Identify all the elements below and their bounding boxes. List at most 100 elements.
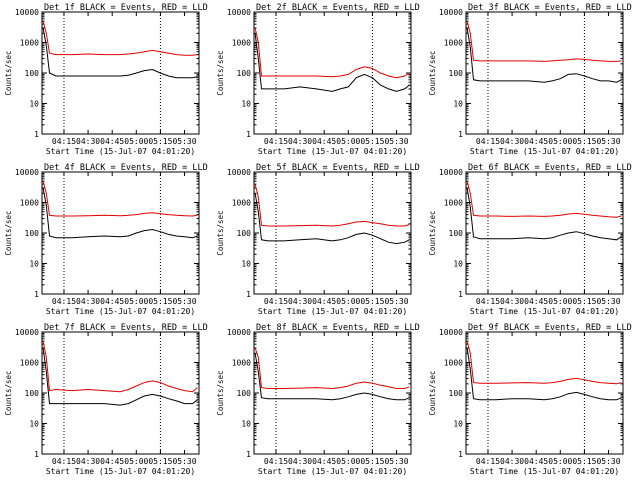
- x-tick-label: 04:15: [52, 297, 76, 306]
- y-axis-label: Counts/sec: [4, 210, 13, 255]
- y-tick-label: 10000: [15, 168, 39, 177]
- x-tick-label: 05:30: [596, 297, 620, 306]
- plot-frame: [253, 171, 412, 295]
- x-tick-label: 05:15: [148, 457, 172, 466]
- x-tick-label: 04:45: [100, 137, 124, 146]
- y-tick-label: 1: [34, 130, 39, 139]
- lld-series-line: [42, 341, 198, 393]
- detector-panel: Det 7f BLACK = Events, RED = LLD 1 10 100 10…: [4, 323, 208, 476]
- x-axis-label: Start Time (15-Jul-07 04:01:20): [470, 467, 619, 476]
- y-axis-label: Counts/sec: [216, 370, 225, 415]
- x-tick-label: 05:15: [148, 297, 172, 306]
- detector-panel: Det 2f BLACK = Events, RED = LLD 1 10 100 10…: [216, 3, 420, 156]
- y-tick-label: 1: [458, 450, 463, 459]
- x-tick-label: 05:30: [172, 297, 196, 306]
- x-tick-label: 04:30: [76, 137, 100, 146]
- x-tick-label: 05:00: [124, 457, 148, 466]
- y-tick-label: 10: [29, 260, 39, 269]
- y-tick-label: 10000: [439, 8, 463, 17]
- y-tick-label: 1000: [232, 199, 251, 208]
- x-tick-label: 04:45: [312, 297, 336, 306]
- x-tick-label: 05:30: [596, 137, 620, 146]
- x-tick-label: 04:15: [264, 297, 288, 306]
- plot-frame: [253, 11, 412, 135]
- panel-title: Det 3f BLACK = Events, RED = LLD: [468, 3, 632, 13]
- x-tick-label: 05:30: [384, 137, 408, 146]
- plot-frame: [465, 11, 624, 135]
- x-tick-label: 04:15: [476, 137, 500, 146]
- plot-frame: [41, 331, 200, 455]
- lld-series-line: [466, 181, 622, 218]
- plot-frame: [41, 11, 200, 135]
- x-tick-label: 04:15: [476, 457, 500, 466]
- x-tick-label: 05:30: [172, 137, 196, 146]
- y-tick-label: 10: [29, 100, 39, 109]
- y-tick-label: 10000: [227, 328, 251, 337]
- y-tick-label: 100: [237, 229, 252, 238]
- y-tick-label: 10000: [227, 8, 251, 17]
- detector-panel: Det 3f BLACK = Events, RED = LLD 1 10 100 10…: [428, 3, 632, 156]
- x-tick-label: 05:15: [360, 137, 384, 146]
- y-tick-label: 1000: [232, 39, 251, 48]
- lld-series-line: [466, 341, 622, 385]
- events-series-line: [42, 347, 198, 406]
- y-tick-label: 100: [25, 389, 40, 398]
- y-tick-label: 1000: [444, 39, 463, 48]
- x-axis-label: Start Time (15-Jul-07 04:01:20): [46, 307, 195, 316]
- y-tick-label: 10: [453, 260, 463, 269]
- y-tick-label: 1: [458, 290, 463, 299]
- y-tick-label: 10: [453, 420, 463, 429]
- events-series-line: [254, 193, 410, 245]
- x-tick-label: 04:30: [500, 457, 524, 466]
- x-tick-label: 04:45: [524, 137, 548, 146]
- x-tick-label: 04:30: [500, 297, 524, 306]
- lld-series-line: [42, 21, 198, 56]
- x-tick-label: 05:00: [124, 297, 148, 306]
- detector-panel: Det 1f BLACK = Events, RED = LLD 1 10 100 10…: [4, 3, 208, 156]
- x-tick-label: 05:00: [124, 137, 148, 146]
- x-axis-label: Start Time (15-Jul-07 04:01:20): [258, 147, 407, 156]
- lld-series-line: [42, 181, 198, 217]
- y-tick-label: 1000: [20, 199, 39, 208]
- y-tick-label: 100: [449, 229, 464, 238]
- lld-series-line: [254, 27, 410, 79]
- y-tick-label: 100: [25, 69, 40, 78]
- events-series-line: [466, 27, 622, 83]
- panel-title: Det 9f BLACK = Events, RED = LLD: [468, 323, 632, 333]
- x-tick-label: 04:30: [500, 137, 524, 146]
- detector-panel: Det 8f BLACK = Events, RED = LLD 1 10 100 10…: [216, 323, 420, 476]
- x-tick-label: 05:00: [336, 457, 360, 466]
- events-series-line: [466, 347, 622, 401]
- x-tick-label: 04:45: [100, 457, 124, 466]
- x-tick-label: 04:15: [264, 457, 288, 466]
- x-tick-label: 04:30: [76, 297, 100, 306]
- detector-panel: Det 9f BLACK = Events, RED = LLD 1 10 100 10…: [428, 323, 632, 476]
- y-tick-label: 1: [246, 290, 251, 299]
- x-tick-label: 04:15: [52, 137, 76, 146]
- lld-series-line: [254, 347, 410, 390]
- x-tick-label: 05:15: [360, 297, 384, 306]
- events-series-line: [254, 33, 410, 92]
- y-tick-label: 1000: [444, 199, 463, 208]
- y-tick-label: 1000: [20, 39, 39, 48]
- y-tick-label: 10000: [15, 328, 39, 337]
- x-tick-label: 04:45: [312, 457, 336, 466]
- y-tick-label: 10: [29, 420, 39, 429]
- detector-panel: Det 4f BLACK = Events, RED = LLD 1 10 100 10…: [4, 163, 208, 316]
- panel-title: Det 7f BLACK = Events, RED = LLD: [44, 323, 208, 333]
- x-axis-label: Start Time (15-Jul-07 04:01:20): [258, 307, 407, 316]
- panel-title: Det 4f BLACK = Events, RED = LLD: [44, 163, 208, 173]
- plot-frame: [465, 331, 624, 455]
- y-tick-label: 10000: [439, 168, 463, 177]
- x-tick-label: 04:45: [312, 137, 336, 146]
- y-axis-label: Counts/sec: [216, 210, 225, 255]
- y-axis-label: Counts/sec: [428, 210, 437, 255]
- x-tick-label: 04:30: [76, 457, 100, 466]
- y-tick-label: 1: [34, 450, 39, 459]
- panel-title: Det 6f BLACK = Events, RED = LLD: [468, 163, 632, 173]
- x-tick-label: 04:45: [524, 297, 548, 306]
- x-tick-label: 04:15: [264, 137, 288, 146]
- x-tick-label: 05:15: [360, 457, 384, 466]
- y-tick-label: 100: [237, 69, 252, 78]
- y-tick-label: 1: [34, 290, 39, 299]
